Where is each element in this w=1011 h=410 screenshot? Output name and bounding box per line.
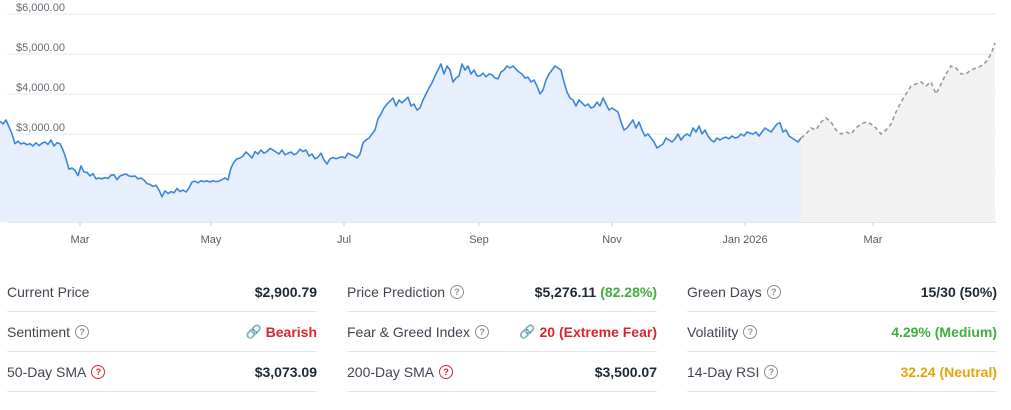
stat-label: Current Price <box>7 283 90 300</box>
stat-label: Green Days <box>687 283 762 300</box>
y-tick-label: $4,000.00 <box>16 82 65 94</box>
sentiment-value-wrap[interactable]: 🔗 Bearish <box>245 324 317 340</box>
stats-column-3: Green Days ? 15/30 (50%) Volatility ? 4.… <box>687 272 997 392</box>
stats-panel: Current Price $2,900.79 Sentiment ? 🔗 Be… <box>0 272 1011 402</box>
historical-line <box>0 63 802 198</box>
stat-label-wrap: Green Days ? <box>687 284 781 300</box>
volatility-value: 4.29% (Medium) <box>891 323 997 340</box>
question-circle-icon[interactable]: ? <box>474 324 489 339</box>
prediction-area <box>801 43 995 222</box>
stat-label: Sentiment <box>7 323 71 340</box>
stat-row-price-prediction: Price Prediction ? $5,276.11 (82.28%) <box>347 272 657 312</box>
stats-column-1: Current Price $2,900.79 Sentiment ? 🔗 Be… <box>7 272 317 392</box>
stat-row-fear-greed: Fear & Greed Index ? 🔗 20 (Extreme Fear) <box>347 312 657 352</box>
rsi-value: 32.24 (Neutral) <box>900 363 997 380</box>
prediction-line <box>800 42 996 139</box>
sma-200-value: $3,500.07 <box>594 363 657 380</box>
sma-50-value: $3,073.09 <box>254 363 317 380</box>
question-circle-icon[interactable]: ? <box>766 284 781 299</box>
stat-label-wrap: 200-Day SMA ? <box>347 363 454 380</box>
x-tick-label: Mar <box>71 234 90 246</box>
stat-label: Price Prediction <box>347 283 446 300</box>
x-tick-label: Nov <box>602 234 622 246</box>
x-tick-label: May <box>201 234 222 246</box>
prediction-value: $5,276.11 <box>534 283 597 300</box>
price-chart: $1,000.00$2,000.00$3,000.00$4,000.00$5,0… <box>0 2 996 246</box>
stat-label-wrap: 50-Day SMA ? <box>7 363 106 380</box>
stat-label: Fear & Greed Index <box>347 323 470 340</box>
stat-label: 50-Day SMA <box>7 363 87 380</box>
question-circle-icon[interactable]: ? <box>75 324 90 339</box>
price-chart-area: $1,000.00$2,000.00$3,000.00$4,000.00$5,0… <box>0 2 996 246</box>
stat-label-wrap: Volatility ? <box>687 323 758 340</box>
stat-label-wrap: 14-Day RSI ? <box>687 363 779 380</box>
question-circle-icon[interactable]: ? <box>743 324 758 339</box>
stat-row-current-price: Current Price $2,900.79 <box>7 272 317 312</box>
x-tick-label: Jan 2026 <box>722 234 767 246</box>
y-tick-label: $6,000.00 <box>16 2 65 14</box>
x-tick-label: Sep <box>469 234 489 246</box>
y-tick-label: $5,000.00 <box>16 42 65 54</box>
stat-label: 200-Day SMA <box>347 363 435 380</box>
sentiment-value: Bearish <box>265 323 317 340</box>
stat-label-wrap: Price Prediction ? <box>347 283 465 300</box>
stat-row-rsi: 14-Day RSI ? 32.24 (Neutral) <box>687 352 997 392</box>
stat-label: Volatility <box>687 323 739 340</box>
fear-greed-value-wrap[interactable]: 🔗 20 (Extreme Fear) <box>519 324 657 340</box>
stat-label-wrap: Sentiment ? <box>7 323 90 340</box>
question-circle-icon[interactable]: ? <box>91 364 106 379</box>
stat-row-green-days: Green Days ? 15/30 (50%) <box>687 272 997 312</box>
x-tick-label: Jul <box>337 234 351 246</box>
stat-label-wrap: Fear & Greed Index ? <box>347 324 489 340</box>
stat-row-volatility: Volatility ? 4.29% (Medium) <box>687 312 997 352</box>
stats-column-2: Price Prediction ? $5,276.11 (82.28%) Fe… <box>347 272 657 392</box>
stat-row-200-day-sma: 200-Day SMA ? $3,500.07 <box>347 352 657 392</box>
prediction-percent: (82.28%) <box>600 283 657 300</box>
link-icon: 🔗 <box>245 323 262 339</box>
prediction-value-wrap: $5,276.11 (82.28%) <box>535 284 657 300</box>
fear-greed-value: 20 (Extreme Fear) <box>539 323 657 340</box>
historical-area <box>0 64 801 222</box>
stat-row-50-day-sma: 50-Day SMA ? $3,073.09 <box>7 352 317 392</box>
question-circle-icon[interactable]: ? <box>764 364 779 379</box>
question-circle-icon[interactable]: ? <box>450 284 465 299</box>
y-tick-label: $3,000.00 <box>16 122 65 134</box>
stat-row-sentiment: Sentiment ? 🔗 Bearish <box>7 312 317 352</box>
current-price-value: $2,900.79 <box>254 283 317 300</box>
green-days-value: 15/30 (50%) <box>920 283 997 300</box>
stat-label: 14-Day RSI <box>687 363 760 380</box>
link-icon: 🔗 <box>519 323 536 339</box>
question-circle-icon[interactable]: ? <box>439 364 454 379</box>
x-tick-label: Mar <box>864 234 883 246</box>
